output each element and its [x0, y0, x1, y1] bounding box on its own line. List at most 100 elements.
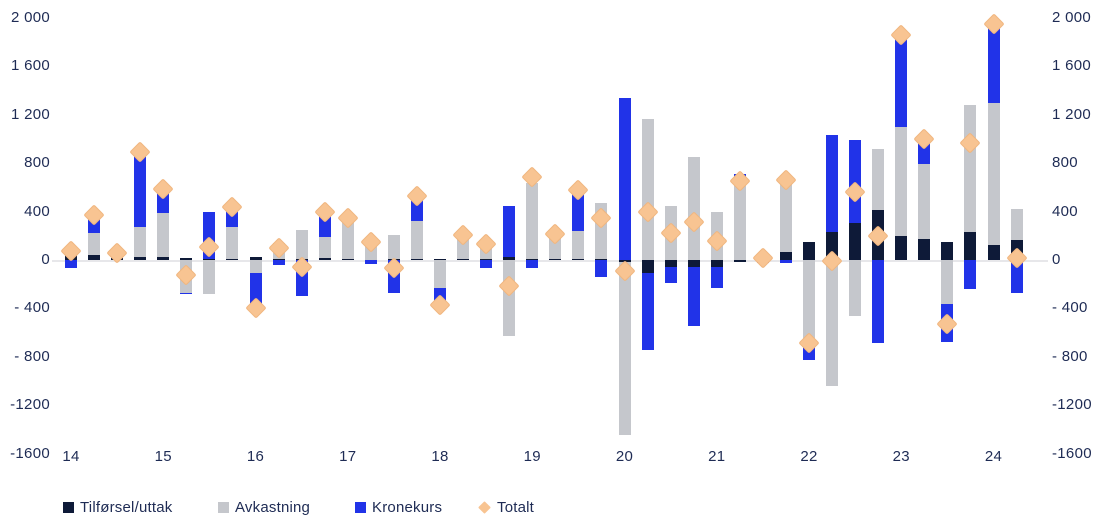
bar-segment-avkastning [318, 237, 331, 259]
bar-segment-avkastning [341, 220, 354, 259]
bar-segment-tilf-rsel-uttak [480, 259, 493, 261]
bar-segment-avkastning [503, 260, 516, 337]
x-tick-label-year: 15 [154, 448, 172, 465]
bar-segment-tilf-rsel-uttak [849, 223, 862, 260]
total-marker [360, 231, 382, 253]
x-tick-label-year: 14 [62, 448, 80, 465]
x-tick-label-year: 23 [892, 448, 910, 465]
y-tick-label-left: 400 [24, 202, 50, 220]
bar-segment-avkastning [203, 260, 216, 295]
bar-segment-tilf-rsel-uttak [434, 258, 446, 260]
legend-label: Avkastning [235, 498, 311, 516]
bar-segment-kronekurs [480, 260, 493, 268]
bar-segment-avkastning [157, 213, 170, 257]
bar-segment-kronekurs [180, 292, 193, 294]
bar-segment-tilf-rsel-uttak [180, 257, 193, 260]
y-tick-label-left: 800 [24, 154, 50, 172]
bar-segment-avkastning [687, 157, 700, 260]
x-tick-label-year: 24 [984, 448, 1003, 465]
total-marker [752, 247, 774, 269]
y-tick-label-right: - 800 [1052, 347, 1088, 365]
x-tick-label-year: 17 [339, 448, 357, 465]
bar-segment-kronekurs [710, 266, 723, 289]
x-tick-label-year: 20 [615, 448, 634, 465]
chart-legend: Tilførsel/uttak Avkastning Kronekurs Totalt [0, 494, 1097, 524]
bar-segment-avkastning [226, 227, 239, 259]
y-tick-label-right: 0 [1052, 251, 1061, 268]
bar-segment-kronekurs [134, 152, 147, 228]
bar-segment-tilf-rsel-uttak [733, 260, 746, 262]
bar-segment-tilf-rsel-uttak [895, 236, 908, 260]
y-tick-label-right: 400 [1052, 202, 1078, 220]
bar-segment-tilf-rsel-uttak [964, 231, 977, 260]
total-marker [683, 211, 705, 234]
bar-segment-tilf-rsel-uttak [779, 252, 792, 260]
bar-segment-avkastning [895, 126, 908, 237]
bar-segment-avkastning [410, 220, 423, 259]
bar-segment-tilf-rsel-uttak [249, 256, 262, 260]
bar-segment-kronekurs [364, 260, 377, 265]
bar-segment-avkastning [249, 260, 262, 274]
y-tick-label-right: 1 200 [1052, 105, 1092, 123]
bar-segment-kronekurs [664, 266, 677, 283]
total-marker [1005, 246, 1028, 269]
y-tick-label-left: -1200 [10, 396, 50, 414]
bar-segment-kronekurs [595, 260, 608, 277]
bar-segment-kronekurs [964, 260, 977, 290]
bar-segment-kronekurs [687, 267, 700, 326]
bar-segment-tilf-rsel-uttak [526, 258, 539, 260]
bar-segment-avkastning [295, 229, 308, 259]
y-tick-label-left: -1600 [10, 444, 50, 462]
total-marker [337, 207, 359, 229]
bar-segment-avkastning [803, 260, 815, 342]
total-marker [152, 178, 174, 200]
total-marker [775, 169, 797, 191]
bar-segment-avkastning [826, 260, 839, 386]
bar-segment-kronekurs [503, 206, 516, 257]
bar-segment-avkastning [434, 260, 446, 288]
bar-segment-avkastning [88, 233, 101, 255]
bar-segment-tilf-rsel-uttak [203, 258, 216, 260]
x-tick-label-year: 16 [246, 448, 265, 465]
bar-segment-tilf-rsel-uttak [941, 241, 954, 260]
bar-segment-kronekurs [526, 260, 539, 268]
total-marker [636, 200, 659, 223]
bar-segment-kronekurs [826, 134, 839, 233]
bar-segment-avkastning [918, 164, 931, 240]
bar-segment-avkastning [526, 182, 539, 259]
bar-segment-tilf-rsel-uttak [595, 258, 608, 260]
bar-segment-kronekurs [849, 139, 862, 224]
x-tick-label-year: 19 [523, 448, 541, 465]
total-marker [590, 207, 613, 229]
legend-label: Totalt [497, 498, 535, 516]
legend-item-kronekurs: Kronekurs [355, 498, 442, 516]
y-tick-label-right: - 400 [1052, 299, 1088, 317]
total-marker [867, 225, 889, 247]
y-tick-label-left: 1 600 [10, 57, 50, 75]
bar-segment-avkastning [549, 238, 562, 260]
bar-segment-avkastning [134, 227, 147, 257]
y-tick-label-right: -1200 [1052, 396, 1092, 414]
bar-segment-kronekurs [641, 273, 654, 350]
legend-diamond-icon [478, 500, 491, 514]
total-marker [221, 196, 244, 218]
bar-segment-avkastning [618, 261, 631, 435]
total-marker [452, 224, 474, 246]
bar-segment-tilf-rsel-uttak [572, 258, 585, 260]
legend-square-icon [63, 501, 74, 513]
bar-segment-kronekurs [272, 260, 285, 265]
total-marker [406, 185, 428, 207]
bar-segment-avkastning [733, 183, 746, 260]
total-marker [60, 240, 82, 262]
y-tick-label-right: -1600 [1052, 444, 1092, 462]
x-tick-label-year: 22 [800, 448, 818, 465]
legend-square-icon [355, 501, 366, 513]
bar-segment-avkastning [387, 235, 400, 260]
bar-segment-tilf-rsel-uttak [918, 239, 931, 260]
total-marker [244, 297, 267, 319]
bar-segment-kronekurs [249, 273, 262, 305]
bar-segment-tilf-rsel-uttak [664, 260, 677, 267]
bar-segment-tilf-rsel-uttak [88, 254, 101, 260]
total-marker [521, 165, 543, 188]
